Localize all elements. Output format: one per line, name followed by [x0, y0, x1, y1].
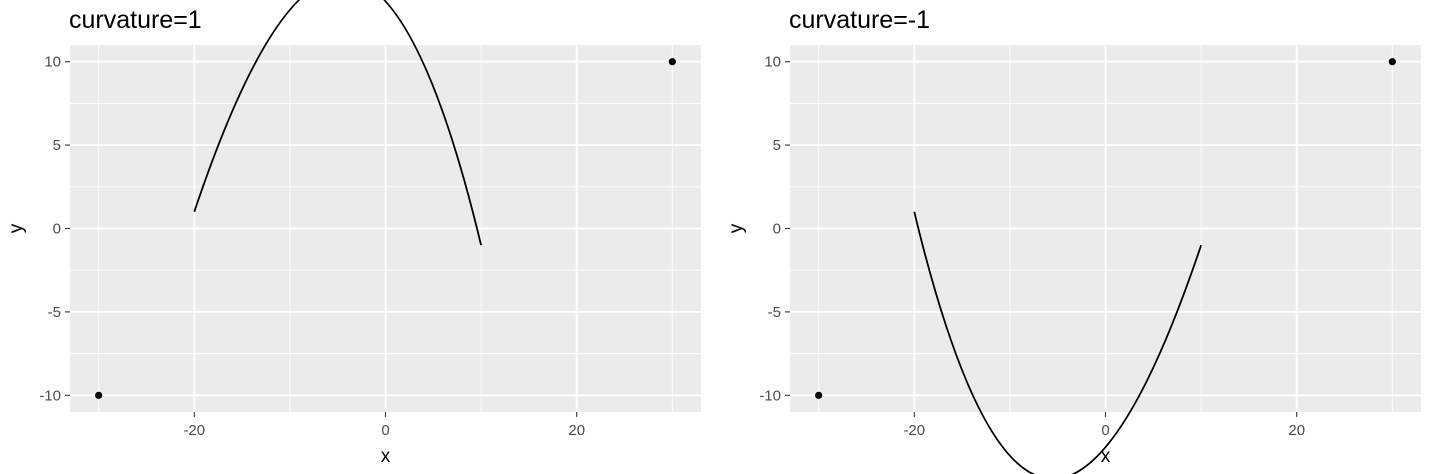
y-axis-title: y: [726, 223, 747, 233]
x-tick-label: 0: [1101, 422, 1109, 439]
data-point: [1388, 58, 1396, 66]
chart-title: curvature=1: [69, 6, 202, 34]
y-axis-title: y: [6, 223, 27, 233]
y-tick-label: 5: [773, 137, 781, 154]
y-tick-label: 0: [53, 221, 61, 238]
y-tick-label: 10: [764, 54, 781, 71]
x-tick-label: -20: [183, 422, 205, 439]
y-tick-label: 10: [44, 54, 61, 71]
data-point: [815, 391, 823, 399]
x-axis-title: x: [381, 446, 391, 467]
curve-line: [913, 211, 1202, 474]
y-tick-label: -10: [39, 387, 61, 404]
y-tick-label: -10: [759, 387, 781, 404]
chart-title: curvature=-1: [789, 6, 930, 34]
x-tick-label: 20: [568, 422, 585, 439]
x-axis-title: x: [1101, 446, 1111, 467]
data-point: [95, 391, 103, 399]
curve-line: [193, 0, 482, 246]
panel-1: -20 0 20 -10 -5 0 5 10 curvature=1 x y: [6, 0, 701, 467]
y-tick-label: 5: [53, 137, 61, 154]
x-tick-label: -20: [903, 422, 925, 439]
x-tick-label: 20: [1288, 422, 1305, 439]
y-tick-label: 0: [773, 221, 781, 238]
y-tick-label: -5: [768, 304, 781, 321]
x-tick-label: 0: [381, 422, 389, 439]
data-point: [668, 58, 676, 66]
panel-2: -20 0 20 -10 -5 0 5 10 curvature=-1 x y: [726, 6, 1421, 474]
y-tick-label: -5: [48, 304, 61, 321]
